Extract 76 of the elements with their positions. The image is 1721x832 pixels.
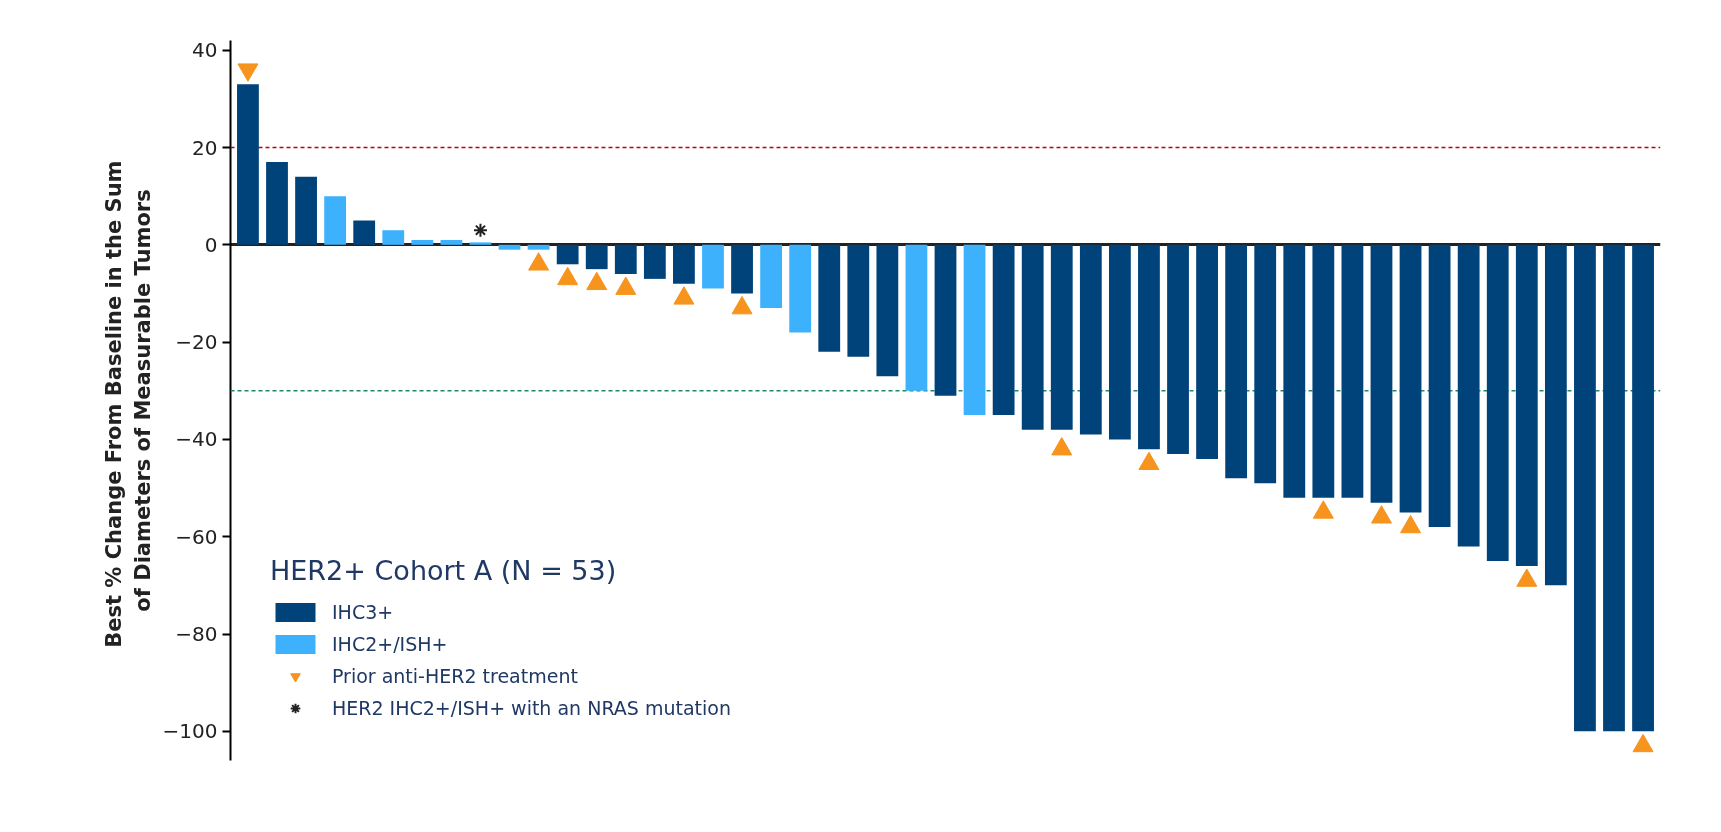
legend-label: Prior anti-HER2 treatment (332, 665, 578, 687)
bar (1370, 244, 1393, 503)
point (528, 252, 550, 271)
bar (469, 242, 492, 245)
bar (1050, 244, 1073, 430)
bar (847, 244, 870, 357)
bar (1428, 244, 1451, 527)
bar (1079, 244, 1102, 435)
bar (295, 176, 317, 245)
bar (324, 196, 347, 245)
y-tick-label: −60 (175, 524, 218, 549)
bar (673, 244, 695, 284)
bar (1486, 244, 1509, 562)
point (1051, 437, 1073, 456)
bar (498, 244, 521, 250)
y-axis-title: Best % Change From Baseline in the Sum of Diameters of Measurable Tumors (101, 160, 155, 648)
bar (963, 244, 986, 416)
bar (1283, 244, 1306, 498)
point (1370, 505, 1392, 524)
point (1632, 733, 1654, 753)
bar (1196, 244, 1218, 459)
point (557, 266, 579, 286)
bar (1254, 244, 1277, 484)
legend-label: IHC2+/ISH+ (332, 633, 448, 655)
bar (818, 244, 841, 352)
legend-label: HER2 IHC2+/ISH+ with an NRAS mutation (332, 697, 731, 719)
point (1312, 500, 1334, 519)
bar (1603, 244, 1625, 732)
bar (237, 84, 259, 245)
point (673, 286, 695, 305)
point (731, 296, 753, 315)
bar (411, 239, 434, 245)
bar (1138, 244, 1160, 450)
bar (1399, 244, 1422, 513)
bar (1021, 244, 1044, 430)
bar (440, 239, 463, 245)
bar (1225, 244, 1248, 479)
bar (934, 244, 957, 396)
bar (992, 244, 1015, 416)
y-tick-label: −40 (175, 427, 218, 452)
bar (1515, 244, 1538, 566)
point (1400, 514, 1422, 534)
bar (643, 244, 666, 279)
legend-title: HER2+ Cohort A (N = 53) (270, 555, 618, 586)
bar (1457, 244, 1480, 547)
bar (905, 244, 928, 391)
y-tick-label: 0 (204, 232, 218, 257)
bar (1341, 244, 1364, 498)
bar (1574, 244, 1596, 732)
y-tick-label: −100 (162, 719, 218, 744)
bar (702, 244, 724, 289)
bar (585, 244, 608, 270)
bar (760, 244, 783, 309)
bar (353, 220, 376, 245)
bar (382, 230, 405, 245)
bar (1632, 244, 1654, 732)
point (615, 276, 637, 295)
bar (1167, 244, 1189, 455)
y-tick-label: −80 (175, 622, 218, 647)
bar (731, 244, 753, 294)
bar (614, 244, 637, 275)
point (586, 271, 608, 291)
bar (1312, 244, 1335, 498)
point (1138, 451, 1160, 471)
bar (527, 244, 550, 250)
bar (789, 244, 812, 333)
y-tick-label: 40 (192, 38, 218, 63)
bar (876, 244, 899, 377)
legend-label: IHC3+ (332, 601, 394, 623)
y-tick-label: 20 (192, 135, 218, 160)
y-tick-label: −20 (175, 330, 218, 355)
point (1516, 568, 1538, 587)
bar (1108, 244, 1131, 440)
bar (266, 162, 288, 245)
bar (556, 244, 579, 265)
bar (1544, 244, 1567, 586)
